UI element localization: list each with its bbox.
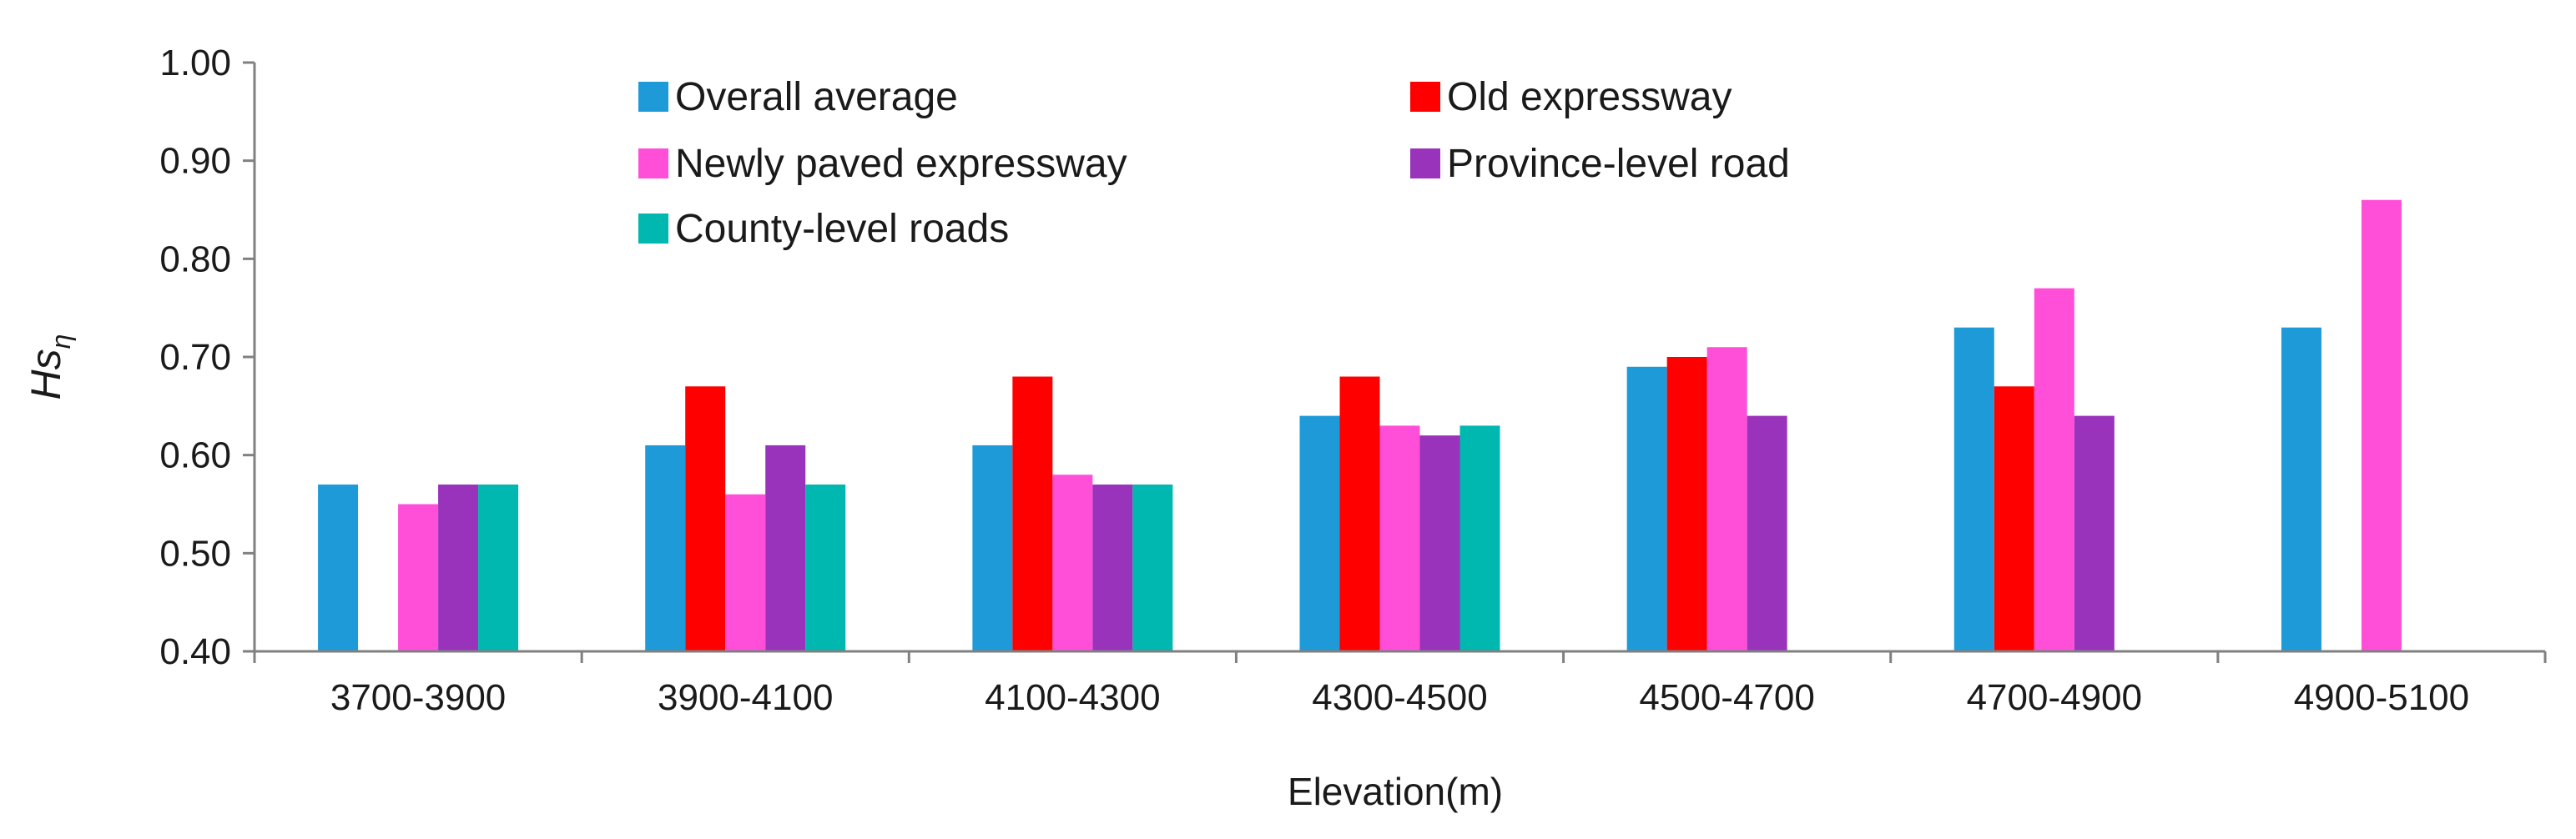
bar [972, 445, 1013, 651]
bars-group [318, 199, 2402, 651]
legend-swatch [1410, 82, 1440, 112]
bar [1012, 376, 1053, 651]
y-axis-title: Hsη [23, 334, 76, 400]
legend-label: Overall average [675, 75, 958, 119]
bar [1379, 425, 1420, 651]
x-axis-title: Elevation(m) [1288, 770, 1503, 813]
axes-group: 0.40 0.50 0.60 0.70 0.80 0.90 1.00 3700-3900 390… [159, 43, 2547, 718]
legend: Overall average Old expressway Newly paved… [638, 75, 1790, 251]
bar [318, 484, 359, 651]
bar [1706, 347, 1747, 651]
y-tick-label: 0.70 [159, 337, 231, 378]
legend-label: Newly paved expressway [675, 142, 1127, 186]
x-tick-label: 4900-5100 [2294, 677, 2469, 718]
legend-label: Old expressway [1447, 75, 1732, 119]
bar [1666, 357, 1707, 651]
bar [1299, 415, 1340, 651]
y-tick-label: 0.90 [159, 141, 231, 182]
bar [685, 386, 726, 651]
bar [1747, 415, 1787, 651]
legend-swatch [638, 82, 668, 112]
legend-swatch [638, 214, 668, 244]
bar [1052, 475, 1093, 651]
bar [1419, 435, 1460, 651]
legend-swatch [638, 148, 668, 178]
bar [1953, 327, 1994, 651]
x-tick-label: 4300-4500 [1312, 677, 1487, 718]
bar [1339, 376, 1380, 651]
bar [2074, 415, 2115, 651]
legend-label: County-level roads [675, 207, 1009, 251]
x-tick-label: 3700-3900 [330, 677, 506, 718]
bar [478, 484, 519, 651]
bar [2034, 288, 2074, 651]
legend-swatch [1410, 148, 1440, 178]
bar [1132, 484, 1173, 651]
x-tick-label: 4500-4700 [1639, 677, 1814, 718]
y-axis-title-subscript: η [46, 334, 76, 349]
bar [1459, 425, 1500, 651]
y-tick-label: 0.50 [159, 533, 231, 574]
y-tick-label: 1.00 [159, 43, 231, 83]
y-tick-label: 0.60 [159, 435, 231, 476]
bar [1092, 484, 1133, 651]
y-tick-label: 0.80 [159, 239, 231, 279]
legend-label: Province-level road [1447, 142, 1790, 186]
bar [725, 494, 766, 651]
bar [438, 484, 479, 651]
bar [765, 445, 806, 651]
bar [805, 484, 846, 651]
bar [2281, 327, 2321, 651]
bar [2361, 199, 2402, 651]
y-tick-label: 0.40 [159, 631, 231, 672]
x-tick-label: 4700-4900 [1967, 677, 2142, 718]
bar [1626, 366, 1667, 651]
y-axis-title-main: Hs [23, 349, 69, 399]
x-tick-label: 4100-4300 [985, 677, 1160, 718]
bar [398, 504, 439, 651]
bar [1994, 386, 2034, 651]
x-tick-label: 3900-4100 [658, 677, 833, 718]
bar [645, 445, 686, 651]
